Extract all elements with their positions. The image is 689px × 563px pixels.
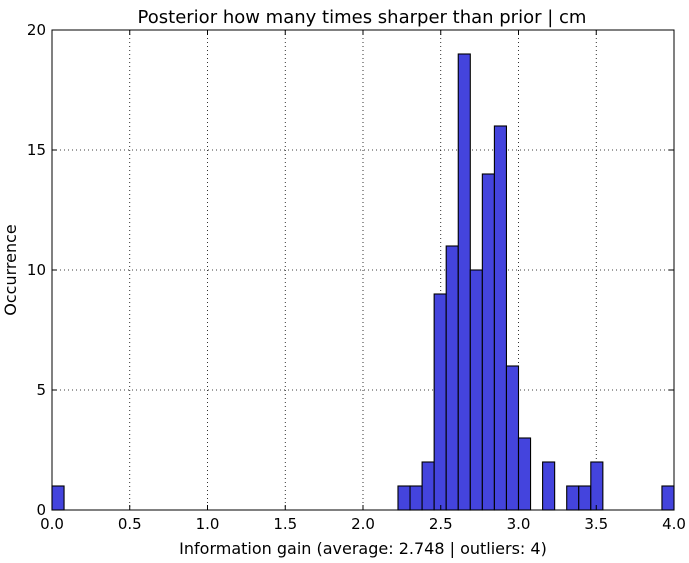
histogram-bar xyxy=(433,293,447,511)
axis-ticks xyxy=(51,29,675,511)
x-tick-label: 2.0 xyxy=(351,515,375,533)
x-tick-label: 0.0 xyxy=(40,515,64,533)
histogram-bar xyxy=(421,461,435,511)
histogram-bar xyxy=(566,485,580,511)
y-tick-label: 5 xyxy=(36,381,46,399)
y-tick-label: 10 xyxy=(27,261,46,279)
grid-lines xyxy=(52,30,674,510)
x-tick-label: 1.5 xyxy=(273,515,297,533)
histogram-bar xyxy=(505,365,520,511)
histogram-bar xyxy=(590,461,604,511)
y-axis-label: Occurrence xyxy=(1,224,20,315)
x-tick-label: 1.0 xyxy=(196,515,220,533)
histogram-bar xyxy=(661,485,675,511)
y-tick-labels: 0 5 10 15 20 xyxy=(27,21,46,519)
x-tick-label: 2.5 xyxy=(429,515,453,533)
x-tick-label: 3.0 xyxy=(507,515,531,533)
histogram-bar xyxy=(481,173,495,511)
x-axis-label: Information gain (average: 2.748 | outli… xyxy=(179,539,547,558)
y-tick-label: 15 xyxy=(27,141,46,159)
histogram-bar xyxy=(517,437,532,511)
x-tick-label: 4.0 xyxy=(662,515,686,533)
chart-title: Posterior how many times sharper than pr… xyxy=(138,7,587,28)
x-tick-label: 3.5 xyxy=(584,515,608,533)
histogram-bars xyxy=(51,53,675,511)
histogram-bar xyxy=(578,485,592,511)
x-tick-labels: 0.0 0.5 1.0 1.5 2.0 2.5 3.0 3.5 4.0 xyxy=(40,515,686,533)
histogram-bar xyxy=(445,245,459,511)
x-tick-label: 0.5 xyxy=(118,515,142,533)
histogram-bar xyxy=(51,485,65,511)
histogram-bar xyxy=(493,125,507,511)
histogram-bar xyxy=(409,485,423,511)
y-tick-label: 0 xyxy=(36,501,46,519)
histogram-bar xyxy=(469,269,483,511)
histogram-bar xyxy=(397,485,411,511)
histogram-bar xyxy=(542,461,556,511)
y-tick-label: 20 xyxy=(27,21,46,39)
histogram-bar xyxy=(457,53,471,511)
